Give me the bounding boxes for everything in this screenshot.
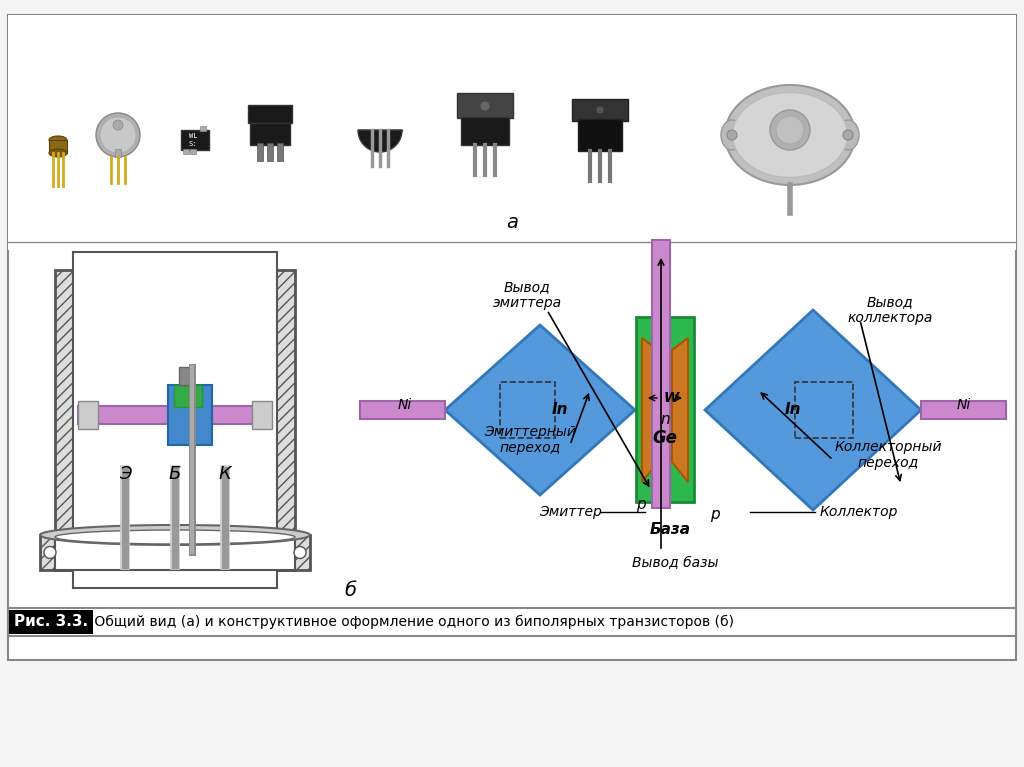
Text: Вывод
коллектора: Вывод коллектора [847, 295, 933, 325]
Text: In: In [784, 403, 801, 417]
Circle shape [480, 101, 490, 111]
Bar [360, 401, 445, 419]
Circle shape [113, 120, 123, 130]
Bar [55, 270, 295, 570]
Bar [267, 143, 273, 161]
Text: Вывод базы: Вывод базы [632, 556, 718, 570]
Bar [78, 401, 98, 429]
Text: Ge: Ge [652, 429, 678, 447]
Ellipse shape [55, 530, 295, 544]
Text: Ni: Ni [398, 398, 412, 412]
Bar [500, 382, 555, 438]
Ellipse shape [40, 525, 310, 545]
Bar [8, 15, 1016, 660]
Polygon shape [705, 310, 921, 510]
Polygon shape [358, 130, 402, 152]
Circle shape [100, 117, 136, 153]
Bar [183, 149, 189, 154]
Text: Вывод
эмиттера: Вывод эмиттера [493, 280, 561, 310]
Text: Коллектор: Коллектор [820, 505, 898, 519]
Bar [457, 93, 513, 118]
Text: Эмиттер: Эмиттер [539, 505, 601, 519]
Bar [252, 401, 272, 429]
Bar [115, 149, 121, 157]
Text: Ni: Ni [956, 398, 971, 412]
Bar [174, 385, 202, 407]
Ellipse shape [837, 120, 859, 150]
Bar [78, 406, 272, 424]
Text: Э: Э [119, 465, 131, 483]
Ellipse shape [732, 93, 848, 177]
Bar [278, 143, 283, 161]
Bar [8, 15, 1016, 250]
Text: К: К [219, 465, 231, 483]
Ellipse shape [49, 136, 67, 144]
Bar [8, 608, 1016, 636]
Polygon shape [445, 325, 635, 495]
Bar [250, 123, 290, 145]
Bar [578, 119, 622, 151]
Bar [248, 105, 292, 123]
Circle shape [96, 113, 140, 157]
Text: Рис. 3.3.: Рис. 3.3. [14, 614, 88, 630]
Text: WL
S:: WL S: [188, 133, 198, 146]
Bar [181, 130, 209, 150]
Circle shape [776, 116, 804, 144]
Bar [200, 126, 206, 131]
Text: Коллекторный
переход: Коллекторный переход [835, 440, 942, 470]
Bar [73, 252, 278, 588]
Circle shape [770, 110, 810, 150]
Bar [921, 401, 1006, 419]
Bar [40, 535, 310, 570]
Text: Б: Б [169, 465, 181, 483]
Bar [168, 385, 212, 445]
Text: p: p [636, 498, 646, 512]
Text: W: W [664, 391, 679, 405]
Text: Эмиттерный
переход: Эмиттерный переход [484, 425, 575, 455]
Text: In: In [552, 403, 568, 417]
Polygon shape [672, 338, 688, 482]
Circle shape [44, 547, 56, 558]
Text: База: База [649, 522, 690, 538]
Circle shape [843, 130, 853, 140]
Circle shape [727, 130, 737, 140]
Bar [636, 317, 694, 502]
Bar [257, 143, 263, 161]
Bar [795, 382, 853, 438]
Bar [55, 535, 295, 570]
Text: б: б [344, 581, 356, 600]
Circle shape [596, 106, 604, 114]
Ellipse shape [49, 149, 67, 157]
Circle shape [294, 547, 306, 558]
Bar [652, 240, 670, 508]
Bar [49, 140, 67, 153]
Text: p: p [710, 508, 720, 522]
Bar [190, 149, 196, 154]
Text: Общий вид (а) и конструктивное оформление одного из биполярных транзисторов (б): Общий вид (а) и конструктивное оформлени… [90, 615, 734, 629]
Ellipse shape [725, 85, 855, 185]
Text: n: n [660, 413, 670, 427]
Bar [461, 117, 509, 145]
Bar [572, 99, 628, 121]
Polygon shape [642, 338, 658, 482]
Bar [179, 367, 193, 385]
Text: а: а [506, 212, 518, 232]
Ellipse shape [721, 120, 743, 150]
